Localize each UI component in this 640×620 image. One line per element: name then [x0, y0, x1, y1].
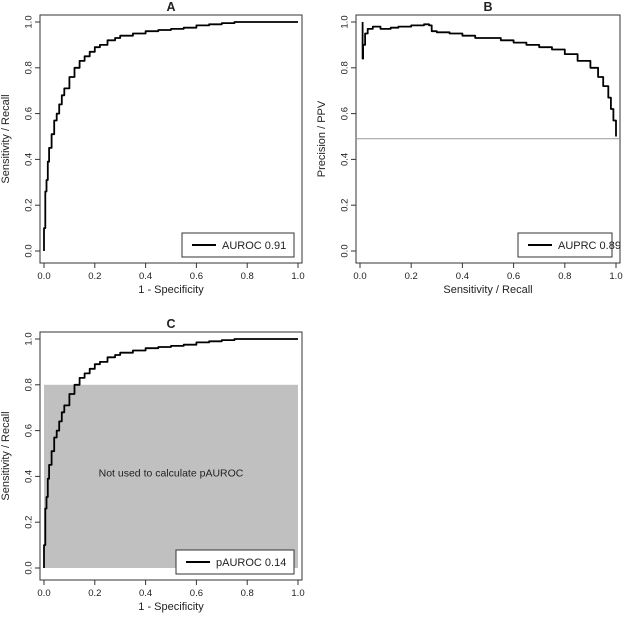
x-tick-label: 0.0 — [353, 271, 366, 282]
y-axis-label: Sensitivity / Recall — [0, 94, 12, 183]
y-tick-label: 1.0 — [23, 15, 34, 28]
y-tick-label: 0.2 — [23, 199, 34, 212]
x-tick-label: 0.0 — [37, 271, 50, 282]
y-tick-label: 0.4 — [339, 153, 350, 166]
x-tick-label: 0.0 — [37, 588, 50, 599]
curve-line — [43, 21, 298, 251]
y-tick-label: 1.0 — [339, 15, 350, 28]
region-annotation: Not used to calculate pAUROC — [99, 467, 244, 479]
x-tick-label: 0.4 — [139, 588, 152, 599]
x-tick-label: 0.8 — [241, 271, 254, 282]
plot-frame — [39, 331, 303, 581]
curve-line — [43, 338, 298, 568]
x-tick-label: 0.2 — [405, 271, 418, 282]
legend-label: AUROC 0.91 — [222, 240, 286, 252]
x-tick-label: 0.8 — [558, 271, 571, 282]
panel-title: B — [483, 0, 492, 14]
y-tick-label: 0.0 — [23, 244, 34, 257]
y-tick-label: 0.8 — [23, 61, 34, 74]
panel-a: A 0.0 0.2 0.4 0.6 0.8 1.0 0.0 0.2 0.4 0.6 0.8 1.0 1 -… — [0, 0, 305, 296]
x-tick-label: 0.4 — [139, 271, 152, 282]
panel-c: C 0.0 0.2 0.4 0.6 0.8 1.0 0.0 0.2 0.4 0.6 0.8 1.0 1 -… — [0, 317, 305, 613]
panel-title: C — [166, 317, 175, 331]
y-tick-label: 0.6 — [339, 107, 350, 120]
y-axis-label: Sensitivity / Recall — [0, 411, 12, 500]
y-tick-label: 1.0 — [23, 332, 34, 345]
excluded-region — [44, 384, 298, 568]
x-tick-label: 0.2 — [88, 271, 101, 282]
x-tick-label: 1.0 — [291, 588, 304, 599]
x-tick-label: 1.0 — [609, 271, 622, 282]
legend-label: AUPRC 0.89 — [558, 240, 621, 252]
y-axis-label: Precision / PPV — [316, 100, 328, 177]
curve-line — [361, 22, 617, 137]
y-tick-label: 0.4 — [23, 470, 34, 483]
panel-title: A — [166, 0, 175, 14]
y-tick-label: 0.4 — [23, 153, 34, 166]
y-tick-label: 0.0 — [23, 561, 34, 574]
x-tick-label: 1.0 — [291, 271, 304, 282]
y-tick-label: 0.8 — [23, 378, 34, 391]
x-tick-label: 0.2 — [88, 588, 101, 599]
x-tick-label: 0.4 — [456, 271, 469, 282]
x-tick-label: 0.6 — [190, 271, 203, 282]
y-tick-label: 0.6 — [23, 424, 34, 437]
plot-frame — [39, 14, 303, 264]
y-tick-label: 0.0 — [339, 244, 350, 257]
y-tick-label: 0.8 — [339, 61, 350, 74]
y-tick-label: 0.2 — [339, 199, 350, 212]
y-tick-label: 0.2 — [23, 516, 34, 529]
x-tick-label: 0.6 — [507, 271, 520, 282]
x-axis-label: 1 - Specificity — [138, 284, 204, 296]
panel-b: B 0.0 0.2 0.4 0.6 0.8 1.0 0.0 0.2 0.4 0.6 0.8 1.0 Sen… — [316, 0, 623, 296]
legend-label: pAUROC 0.14 — [216, 557, 286, 569]
x-tick-label: 0.8 — [241, 588, 254, 599]
x-axis-label: Sensitivity / Recall — [443, 284, 532, 296]
y-tick-label: 0.6 — [23, 107, 34, 120]
x-tick-label: 0.6 — [190, 588, 203, 599]
x-axis-label: 1 - Specificity — [138, 601, 204, 613]
